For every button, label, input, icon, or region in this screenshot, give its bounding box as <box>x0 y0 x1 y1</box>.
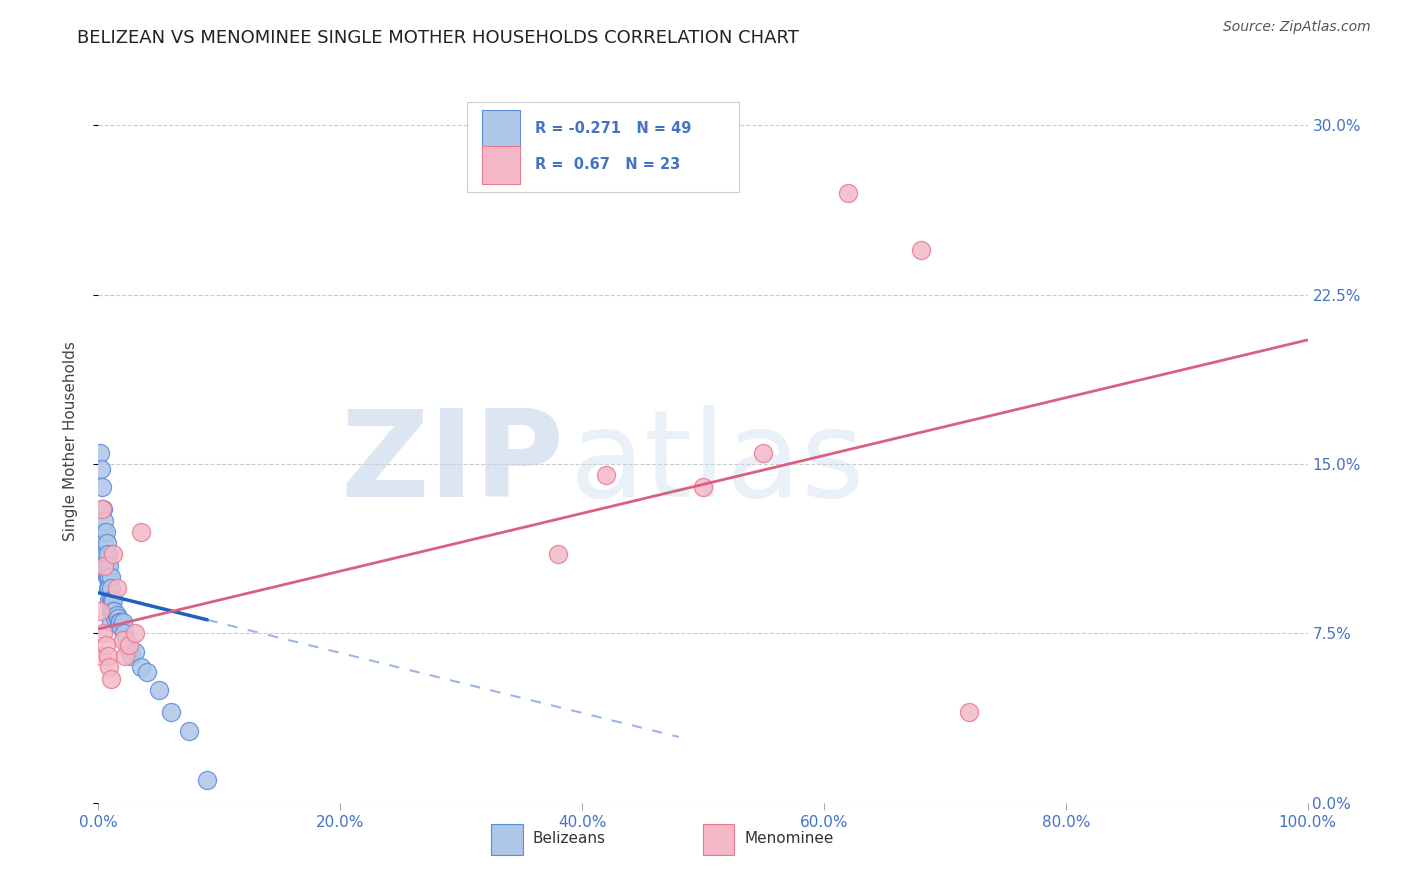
Point <box>93 536 115 550</box>
Point <box>100 604 122 618</box>
Point <box>957 706 980 720</box>
Point <box>120 648 142 663</box>
Text: ZIP: ZIP <box>340 405 564 522</box>
Point <box>100 582 122 596</box>
FancyBboxPatch shape <box>492 824 523 855</box>
Text: Menominee: Menominee <box>744 831 834 847</box>
Point <box>91 502 114 516</box>
Point <box>115 633 138 648</box>
Point <box>179 723 201 738</box>
Point <box>124 644 146 658</box>
Point <box>91 626 114 640</box>
Point <box>124 626 146 640</box>
Point <box>98 592 121 607</box>
Point <box>129 524 152 539</box>
Point <box>93 548 115 562</box>
Point <box>100 592 122 607</box>
Point <box>96 558 118 573</box>
Point <box>94 548 117 562</box>
Point <box>89 604 111 618</box>
Point <box>98 558 121 573</box>
FancyBboxPatch shape <box>482 110 520 147</box>
Point <box>195 773 218 788</box>
Point <box>97 582 120 596</box>
Point <box>752 446 775 460</box>
Text: R =  0.67   N = 23: R = 0.67 N = 23 <box>534 157 681 172</box>
Point <box>692 480 714 494</box>
Point <box>89 446 111 460</box>
Point <box>97 548 120 562</box>
Point <box>129 660 152 674</box>
Point <box>101 548 124 562</box>
Point <box>94 524 117 539</box>
Point <box>91 502 114 516</box>
Point <box>910 243 932 257</box>
Point <box>96 536 118 550</box>
Point <box>105 582 128 596</box>
FancyBboxPatch shape <box>467 102 740 193</box>
Point <box>94 638 117 652</box>
Point <box>111 615 134 630</box>
Point <box>108 615 131 630</box>
Point <box>112 626 135 640</box>
Point <box>111 633 134 648</box>
Point <box>110 620 132 634</box>
Point <box>97 648 120 663</box>
Text: R = -0.271   N = 49: R = -0.271 N = 49 <box>534 121 692 136</box>
Point <box>93 514 115 528</box>
Point <box>107 610 129 624</box>
Point <box>96 570 118 584</box>
Text: Source: ZipAtlas.com: Source: ZipAtlas.com <box>1223 20 1371 34</box>
Point <box>837 186 859 201</box>
Point <box>100 604 122 618</box>
Point <box>91 480 114 494</box>
Point <box>595 468 617 483</box>
Point <box>97 570 120 584</box>
Point <box>91 524 114 539</box>
Point <box>100 615 122 630</box>
Point <box>100 592 122 607</box>
Y-axis label: Single Mother Households: Single Mother Households <box>63 342 77 541</box>
Point <box>90 648 112 663</box>
Point <box>98 570 121 584</box>
Point <box>108 615 131 630</box>
Text: atlas: atlas <box>569 405 866 522</box>
Point <box>118 638 141 652</box>
Point <box>105 608 128 623</box>
Point <box>90 461 112 475</box>
Point <box>114 648 136 663</box>
FancyBboxPatch shape <box>703 824 734 855</box>
Point <box>100 672 122 686</box>
Point <box>93 558 115 573</box>
Point <box>91 502 114 516</box>
Point <box>100 570 122 584</box>
Point <box>101 604 124 618</box>
FancyBboxPatch shape <box>482 146 520 184</box>
Point <box>104 610 127 624</box>
Point <box>160 706 183 720</box>
Text: BELIZEAN VS MENOMINEE SINGLE MOTHER HOUSEHOLDS CORRELATION CHART: BELIZEAN VS MENOMINEE SINGLE MOTHER HOUS… <box>77 29 799 46</box>
Point <box>547 548 569 562</box>
Point <box>98 660 121 674</box>
Point <box>98 582 121 596</box>
Text: Belizeans: Belizeans <box>533 831 606 847</box>
Point <box>148 682 170 697</box>
Point <box>101 592 124 607</box>
Point <box>135 665 157 679</box>
Point <box>118 642 141 657</box>
Point <box>103 604 125 618</box>
